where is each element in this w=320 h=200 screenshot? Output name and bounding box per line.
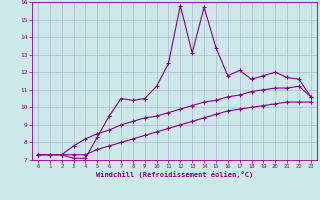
X-axis label: Windchill (Refroidissement éolien,°C): Windchill (Refroidissement éolien,°C) bbox=[96, 171, 253, 178]
